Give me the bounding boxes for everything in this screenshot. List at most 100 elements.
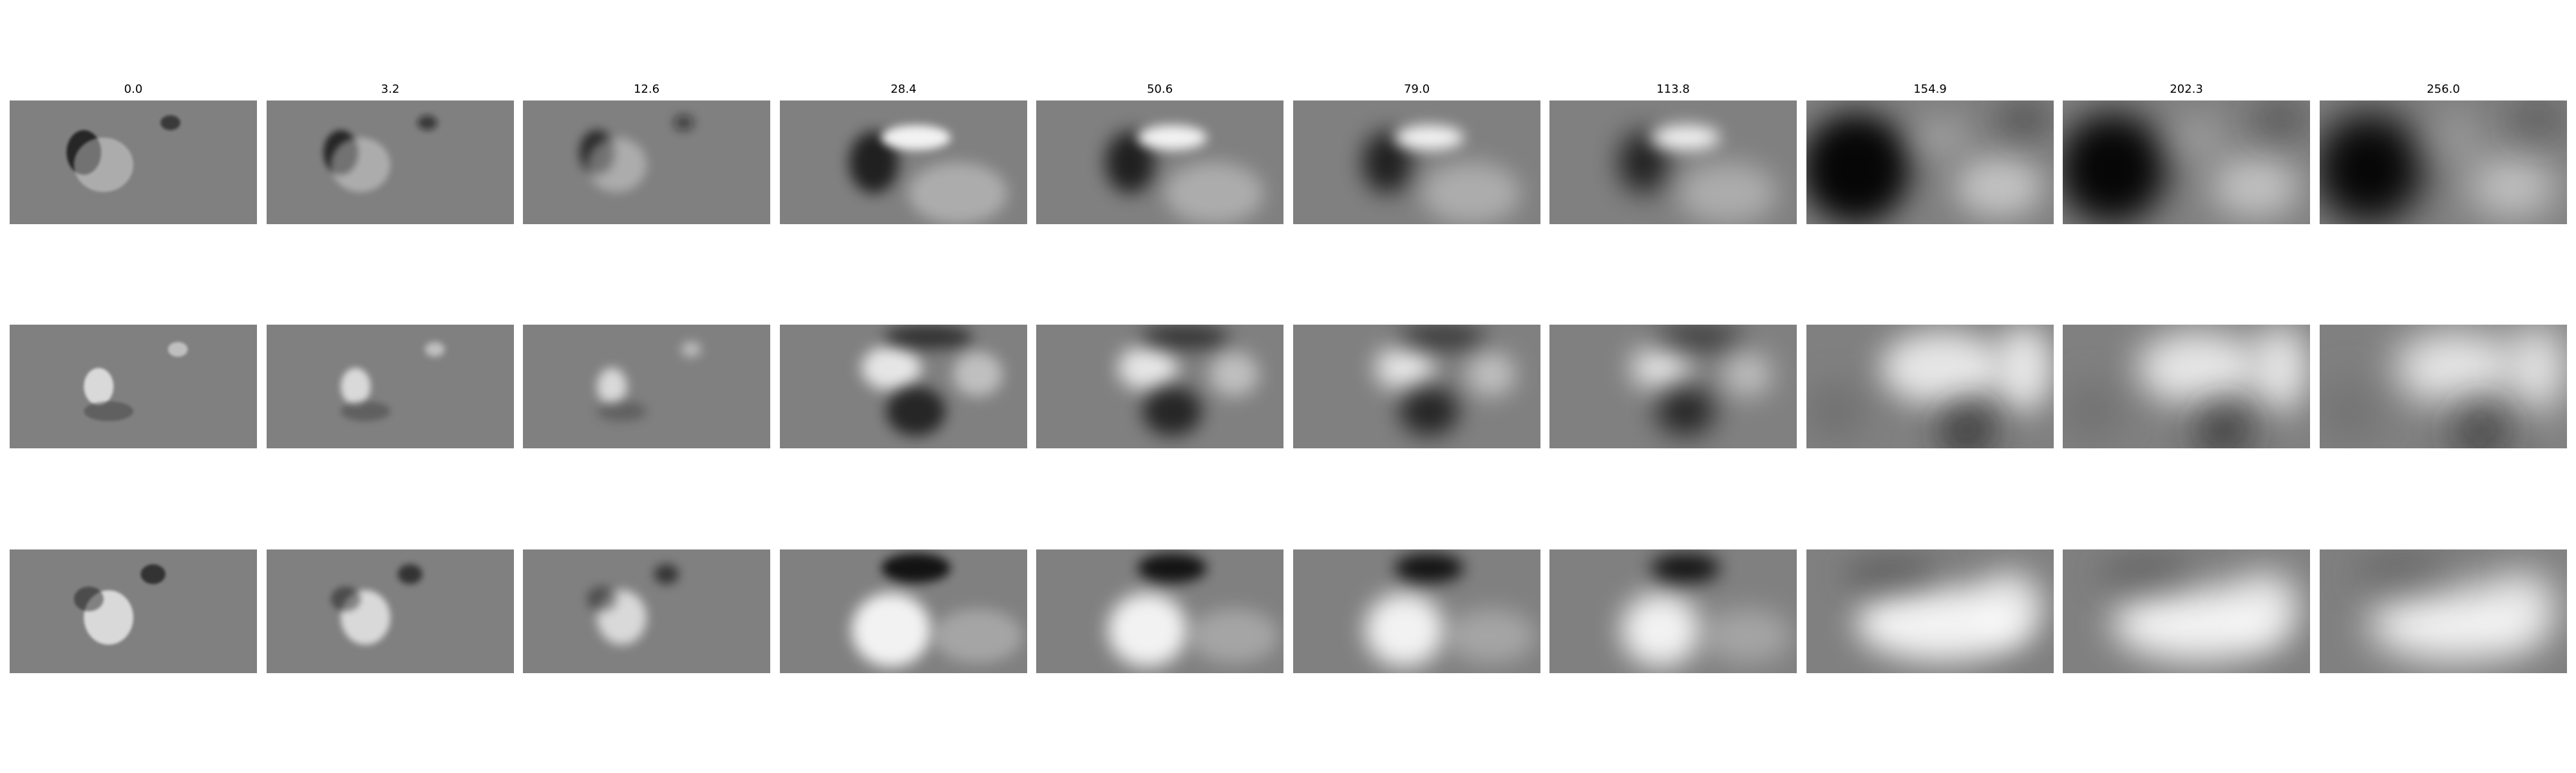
image-panel	[2063, 325, 2310, 448]
grayscale-map	[780, 325, 1027, 448]
grayscale-map	[2063, 100, 2310, 224]
intensity-blob	[681, 341, 701, 357]
intensity-blob	[2468, 156, 2557, 218]
intensity-blob	[1843, 555, 1943, 593]
image-panel	[1036, 325, 1283, 448]
image-panel	[1549, 549, 1797, 673]
intensity-blob	[884, 325, 973, 350]
intensity-blob	[2488, 570, 2557, 640]
intensity-blob	[84, 368, 114, 405]
intensity-blob	[1399, 386, 1459, 436]
image-panel	[267, 549, 514, 673]
image-panel	[1036, 549, 1283, 673]
intensity-blob	[2063, 380, 2123, 443]
image-panel	[1806, 100, 2054, 224]
intensity-blob	[654, 564, 679, 584]
intensity-blob	[1994, 325, 2054, 412]
image-panel	[1806, 325, 2054, 448]
intensity-blob	[1421, 162, 1521, 224]
image-panel	[1549, 325, 1797, 448]
intensity-blob	[341, 368, 371, 405]
intensity-blob	[73, 586, 104, 611]
intensity-blob	[1937, 399, 1997, 448]
intensity-blob	[1446, 609, 1536, 663]
intensity-blob	[1621, 593, 1701, 667]
grayscale-map	[1549, 100, 1797, 224]
intensity-blob	[2320, 113, 2424, 224]
intensity-blob	[1137, 553, 1207, 583]
column-title: 28.4	[890, 82, 917, 96]
intensity-blob	[1142, 386, 1202, 436]
intensity-blob	[2426, 119, 2486, 157]
image-panel	[2320, 325, 2567, 448]
grayscale-map	[10, 549, 257, 673]
intensity-blob	[1397, 325, 1486, 350]
image-panel	[780, 100, 1027, 224]
grayscale-map	[2320, 100, 2567, 224]
grayscale-map	[523, 100, 770, 224]
grayscale-map	[267, 100, 514, 224]
intensity-blob	[1806, 113, 1911, 224]
column-title: 3.2	[381, 82, 400, 96]
intensity-blob	[2507, 325, 2567, 412]
intensity-blob	[2250, 325, 2310, 412]
intensity-blob	[397, 564, 422, 584]
intensity-blob	[1703, 609, 1792, 663]
grayscale-map	[2063, 549, 2310, 673]
grayscale-map	[1293, 325, 1540, 448]
intensity-blob	[1994, 100, 2054, 138]
intensity-blob	[933, 609, 1023, 663]
intensity-blob	[2169, 119, 2229, 157]
intensity-blob	[2507, 100, 2567, 138]
intensity-blob	[1806, 380, 1866, 443]
grayscale-map	[1293, 549, 1540, 673]
column-title: 154.9	[1913, 82, 1947, 96]
image-panel	[523, 549, 770, 673]
intensity-blob	[1117, 345, 1177, 390]
grayscale-map	[2320, 549, 2567, 673]
grayscale-map	[10, 100, 257, 224]
grayscale-map	[1549, 549, 1797, 673]
image-panel	[1549, 100, 1797, 224]
image-panel	[2063, 549, 2310, 673]
intensity-blob	[2231, 570, 2300, 640]
image-panel	[1036, 100, 1283, 224]
image-panel	[780, 549, 1027, 673]
image-panel	[2320, 549, 2567, 673]
intensity-blob	[1651, 553, 1720, 583]
image-panel	[1293, 325, 1540, 448]
intensity-blob	[330, 137, 390, 193]
image-panel	[523, 100, 770, 224]
intensity-blob	[1722, 352, 1772, 397]
intensity-blob	[341, 401, 390, 421]
column-title: 256.0	[2427, 82, 2460, 96]
column-title: 113.8	[1656, 82, 1690, 96]
intensity-blob	[587, 137, 647, 193]
intensity-blob	[1678, 162, 1777, 224]
intensity-blob	[1466, 352, 1516, 397]
grayscale-map	[1036, 325, 1283, 448]
column-title: 202.3	[2170, 82, 2203, 96]
column-title: 0.0	[124, 82, 143, 96]
intensity-blob	[1140, 325, 1229, 350]
intensity-blob	[2394, 330, 2518, 405]
image-panel	[10, 100, 257, 224]
intensity-blob	[2320, 380, 2380, 443]
intensity-blob	[1651, 125, 1720, 150]
intensity-blob	[1394, 125, 1464, 150]
intensity-blob	[1189, 609, 1279, 663]
intensity-blob	[952, 352, 1003, 397]
intensity-blob	[849, 131, 899, 193]
grayscale-map	[1806, 549, 2054, 673]
column-title: 50.6	[1146, 82, 1173, 96]
column-title: 12.6	[633, 82, 660, 96]
grayscale-map	[1806, 325, 2054, 448]
intensity-blob	[1209, 352, 1259, 397]
intensity-blob	[597, 401, 647, 421]
intensity-blob	[1394, 553, 1464, 583]
image-panel	[10, 549, 257, 673]
grayscale-map	[523, 325, 770, 448]
grayscale-map	[1549, 325, 1797, 448]
intensity-blob	[2137, 330, 2261, 405]
